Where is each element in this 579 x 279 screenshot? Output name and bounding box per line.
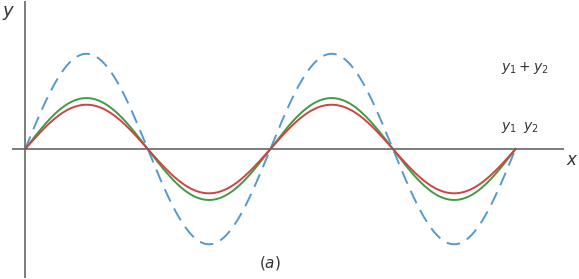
Text: $y_1$: $y_1$ (501, 120, 517, 135)
Text: $x$: $x$ (566, 151, 578, 169)
Text: $y_2$: $y_2$ (523, 120, 538, 135)
Text: $y$: $y$ (2, 4, 16, 21)
Text: $(a)$: $(a)$ (259, 254, 281, 272)
Text: $y_1 + y_2$: $y_1 + y_2$ (501, 60, 549, 76)
